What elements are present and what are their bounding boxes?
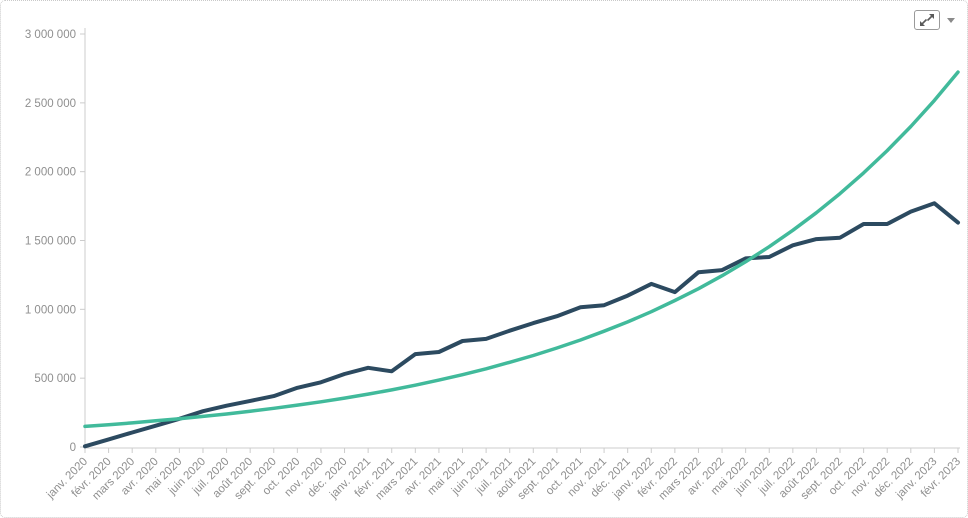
series-line-series1 xyxy=(83,201,960,449)
y-tick-label: 1 000 000 xyxy=(25,304,76,316)
y-tick-label: 2 000 000 xyxy=(25,167,76,179)
y-tick-label: 2 500 000 xyxy=(25,98,76,110)
y-tick-label: 500 000 xyxy=(34,373,76,385)
chevron-down-icon xyxy=(947,17,955,23)
y-tick-label: 3 000 000 xyxy=(25,29,76,41)
y-tick-label: 1 500 000 xyxy=(25,236,76,248)
resize-arrows-icon xyxy=(914,10,940,30)
export-menu-button[interactable] xyxy=(914,10,955,30)
series-line-series2 xyxy=(83,70,960,429)
y-tick-label: 0 xyxy=(70,442,76,454)
